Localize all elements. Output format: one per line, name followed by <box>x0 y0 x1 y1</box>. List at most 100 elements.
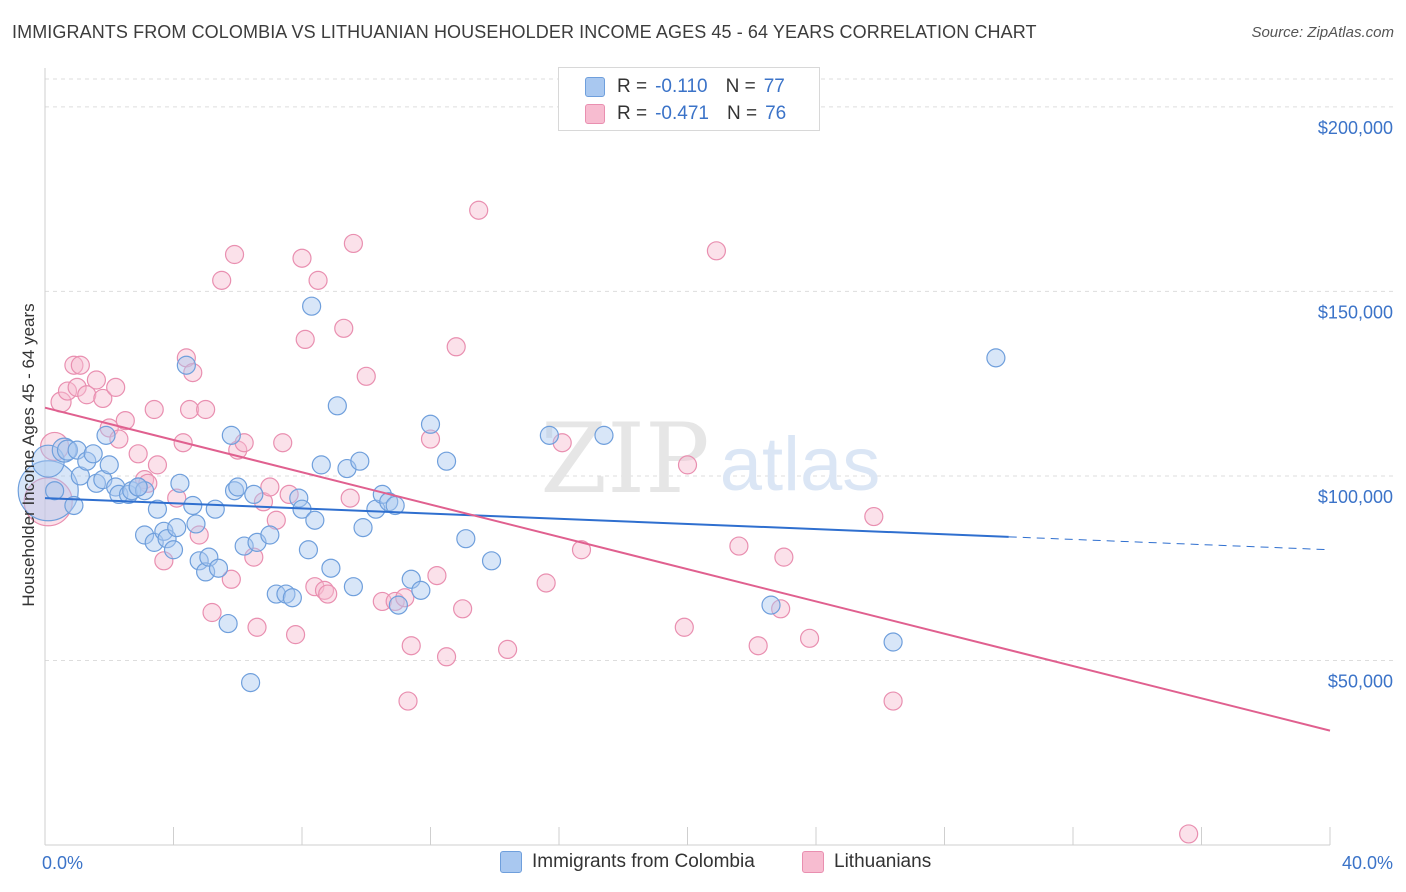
legend-r-value: -0.471 <box>655 103 709 124</box>
colombia-point <box>196 562 216 582</box>
colombia-point <box>420 414 441 434</box>
tick-labels: $50,000 $100,000 $150,000 $200,000 0.0% 40.0% <box>42 118 1393 873</box>
lithuanians-point <box>147 455 168 475</box>
watermark: ZIP atlas <box>540 403 880 515</box>
legend-swatch-lithuanians <box>585 104 605 124</box>
lithuanians-point <box>334 318 354 338</box>
colombia-point <box>96 425 116 445</box>
lithuanians-trend-line <box>44 406 1331 732</box>
lithuanians-point <box>221 569 241 589</box>
colombia-point <box>302 296 322 316</box>
colombia-point <box>186 514 206 534</box>
colombia-point <box>147 499 168 519</box>
colombia-point <box>189 551 209 571</box>
colombia-point <box>266 584 286 604</box>
lithuanians-point <box>109 429 129 449</box>
colombia-point <box>327 396 347 416</box>
grid-lines <box>45 78 1395 661</box>
colombia-point <box>45 481 65 501</box>
colombia-point <box>594 425 614 445</box>
colombia-point <box>64 495 84 516</box>
lithuanians-point <box>212 270 232 290</box>
lithuanians-point <box>260 477 280 497</box>
lithuanians-point <box>401 636 421 656</box>
trend-lines <box>44 406 1331 732</box>
colombia-point <box>109 484 129 505</box>
colombia-point <box>208 558 229 578</box>
watermark-atlas: atlas <box>720 422 881 507</box>
lithuanians-point <box>571 540 592 560</box>
lithuanians-point <box>446 337 466 357</box>
colombia-point <box>244 484 264 505</box>
colombia-point <box>321 558 341 578</box>
lithuanians-point <box>196 399 216 420</box>
lithuanians-point <box>729 536 749 556</box>
colombia-point <box>311 455 331 475</box>
colombia-point <box>218 613 238 634</box>
colombia-point <box>883 632 903 652</box>
lithuanians-point <box>292 248 312 268</box>
colombia-point <box>481 551 502 571</box>
bottom-legend-colombia: Immigrants from Colombia <box>500 851 755 873</box>
lithuanians-point <box>202 602 222 623</box>
lithuanians-point <box>115 410 135 431</box>
bottom-legend-label-lithuanians: Lithuanians <box>834 851 932 872</box>
colombia-point <box>144 532 164 552</box>
lithuanians-point <box>395 588 415 608</box>
colombia-point <box>99 455 119 475</box>
colombia-point <box>298 540 319 560</box>
colombia-point <box>456 529 476 549</box>
legend-r-label: R = <box>617 103 648 124</box>
series-colombia <box>17 296 1006 693</box>
colombia-point <box>761 595 781 615</box>
lithuanians-point <box>398 691 418 711</box>
chart-source: Source: ZipAtlas.com <box>1251 24 1394 41</box>
lithuanians-point <box>771 599 791 619</box>
lithuanians-point <box>343 233 363 254</box>
lithuanians-point <box>469 200 489 220</box>
lithuanians-point <box>436 647 457 667</box>
lithuanians-point <box>356 366 376 386</box>
colombia-point <box>379 492 399 512</box>
bottom-legend-swatch-lithuanians <box>802 851 824 873</box>
lithuanians-point <box>273 433 293 453</box>
colombia-point <box>128 477 148 497</box>
lithuanians-point <box>93 388 113 409</box>
lithuanians-point <box>128 444 148 464</box>
lithuanians-point <box>1179 824 1199 844</box>
lithuanians-point <box>420 429 441 449</box>
lithuanians-point <box>774 547 794 567</box>
lithuanians-point <box>674 617 694 637</box>
colombia-point <box>305 510 325 530</box>
legend: R = -0.110 N = 77 R = -0.471 N = 76 <box>558 67 820 131</box>
colombia-point <box>157 529 177 549</box>
lithuanians-point <box>70 355 90 375</box>
lithuanians-point <box>453 599 473 619</box>
lithuanians-point <box>279 484 299 505</box>
x-tick-label: 0.0% <box>42 853 83 873</box>
colombia-point <box>86 473 107 493</box>
colombia-trend-extension <box>1008 536 1331 551</box>
y-tick-label: $50,000 <box>1328 671 1393 691</box>
lithuanians-point <box>189 525 209 545</box>
colombia-point <box>388 595 408 615</box>
colombia-point <box>199 547 219 567</box>
colombia-point <box>401 569 421 589</box>
bottom-legend-swatch-colombia <box>500 851 522 873</box>
colombia-point <box>31 444 65 478</box>
lithuanians-point <box>864 506 884 527</box>
colombia-point <box>56 439 79 461</box>
legend-n-label: N = <box>726 103 758 124</box>
colombia-point <box>224 481 245 501</box>
colombia-point <box>17 460 79 522</box>
lithuanians-point <box>748 636 768 656</box>
lithuanians-point <box>183 363 203 383</box>
colombia-point <box>276 584 296 604</box>
colombia-point <box>241 673 261 693</box>
colombia-point <box>234 536 254 556</box>
chart-title: IMMIGRANTS FROM COLOMBIA VS LITHUANIAN H… <box>12 22 1037 42</box>
lithuanians-point <box>308 270 328 290</box>
colombia-point <box>170 473 190 493</box>
colombia-point <box>67 440 87 460</box>
